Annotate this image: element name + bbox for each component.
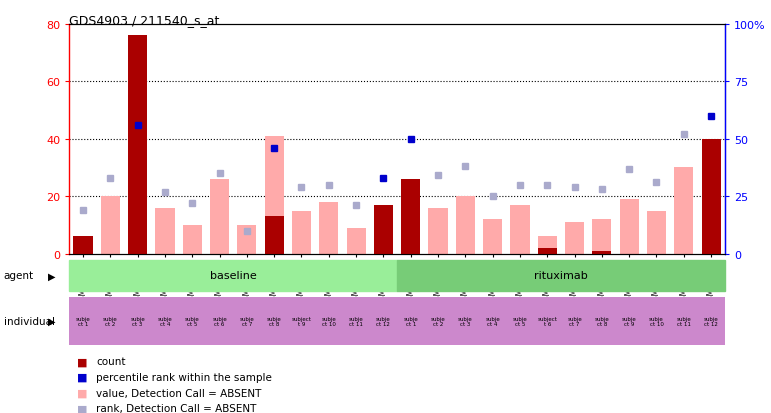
Text: count: count bbox=[96, 356, 126, 366]
Text: subje
ct 5: subje ct 5 bbox=[185, 316, 200, 326]
Bar bbox=[565, 223, 584, 254]
Bar bbox=[151, 297, 179, 345]
Text: ■: ■ bbox=[77, 388, 88, 398]
Bar bbox=[592, 220, 611, 254]
Text: ▶: ▶ bbox=[48, 316, 56, 326]
Text: subje
ct 4: subje ct 4 bbox=[157, 316, 173, 326]
Bar bbox=[698, 297, 725, 345]
Text: subje
ct 11: subje ct 11 bbox=[676, 316, 691, 326]
Text: subje
ct 9: subje ct 9 bbox=[621, 316, 637, 326]
Bar bbox=[537, 248, 557, 254]
Bar bbox=[401, 180, 420, 254]
Text: baseline: baseline bbox=[210, 271, 257, 281]
Bar bbox=[346, 228, 365, 254]
Bar bbox=[401, 220, 420, 254]
Bar bbox=[561, 297, 588, 345]
Bar bbox=[210, 180, 229, 254]
Text: subje
ct 2: subje ct 2 bbox=[103, 316, 118, 326]
Text: subje
ct 3: subje ct 3 bbox=[458, 316, 473, 326]
Text: ▶: ▶ bbox=[48, 271, 56, 281]
Bar bbox=[510, 205, 530, 254]
Bar bbox=[374, 205, 393, 254]
Bar bbox=[288, 297, 315, 345]
Bar bbox=[479, 297, 507, 345]
Text: subje
ct 12: subje ct 12 bbox=[376, 316, 391, 326]
Bar bbox=[615, 297, 643, 345]
Text: subje
ct 12: subje ct 12 bbox=[704, 316, 719, 326]
Text: subject
t 6: subject t 6 bbox=[537, 316, 557, 326]
Text: subje
ct 10: subje ct 10 bbox=[322, 316, 336, 326]
Text: subje
ct 1: subje ct 1 bbox=[76, 316, 90, 326]
Bar bbox=[264, 137, 284, 254]
Bar bbox=[183, 225, 202, 254]
Bar bbox=[206, 297, 233, 345]
Text: subje
ct 7: subje ct 7 bbox=[240, 316, 254, 326]
Bar bbox=[592, 251, 611, 254]
Bar bbox=[647, 211, 666, 254]
Bar bbox=[534, 297, 561, 345]
Text: ■: ■ bbox=[77, 404, 88, 413]
Bar bbox=[456, 197, 475, 254]
Bar bbox=[429, 208, 448, 254]
Bar bbox=[397, 297, 424, 345]
Text: ■: ■ bbox=[77, 372, 88, 382]
Bar bbox=[292, 211, 311, 254]
Text: subje
ct 6: subje ct 6 bbox=[212, 316, 227, 326]
Text: subje
ct 8: subje ct 8 bbox=[594, 316, 609, 326]
Bar bbox=[620, 199, 638, 254]
Bar bbox=[124, 297, 151, 345]
Bar bbox=[483, 220, 502, 254]
Bar bbox=[702, 140, 721, 254]
Bar bbox=[319, 202, 338, 254]
Bar bbox=[424, 297, 452, 345]
Bar bbox=[128, 36, 147, 254]
Text: subje
ct 11: subje ct 11 bbox=[348, 316, 363, 326]
Text: subje
ct 7: subje ct 7 bbox=[567, 316, 582, 326]
Text: subje
ct 2: subje ct 2 bbox=[431, 316, 446, 326]
Text: subje
ct 4: subje ct 4 bbox=[485, 316, 500, 326]
Text: individual: individual bbox=[4, 316, 55, 326]
Text: subje
ct 3: subje ct 3 bbox=[130, 316, 145, 326]
Text: percentile rank within the sample: percentile rank within the sample bbox=[96, 372, 272, 382]
Bar bbox=[374, 205, 393, 254]
Text: subje
ct 1: subje ct 1 bbox=[403, 316, 418, 326]
Bar bbox=[156, 208, 174, 254]
Text: subje
ct 5: subje ct 5 bbox=[513, 316, 527, 326]
Text: subje
ct 8: subje ct 8 bbox=[267, 316, 281, 326]
Bar bbox=[179, 297, 206, 345]
Bar bbox=[96, 297, 124, 345]
Text: value, Detection Call = ABSENT: value, Detection Call = ABSENT bbox=[96, 388, 261, 398]
Text: subject
t 9: subject t 9 bbox=[291, 316, 311, 326]
Text: rituximab: rituximab bbox=[534, 271, 588, 281]
Bar bbox=[507, 297, 534, 345]
Bar bbox=[69, 297, 96, 345]
Text: agent: agent bbox=[4, 271, 34, 281]
Bar bbox=[73, 237, 93, 254]
Text: GDS4903 / 211540_s_at: GDS4903 / 211540_s_at bbox=[69, 14, 220, 27]
Bar bbox=[537, 237, 557, 254]
Bar bbox=[237, 225, 257, 254]
Bar bbox=[101, 197, 120, 254]
Bar bbox=[261, 297, 288, 345]
Bar bbox=[643, 297, 670, 345]
Bar bbox=[452, 297, 479, 345]
Text: ■: ■ bbox=[77, 356, 88, 366]
Bar bbox=[342, 297, 370, 345]
Text: rank, Detection Call = ABSENT: rank, Detection Call = ABSENT bbox=[96, 404, 257, 413]
Bar bbox=[73, 237, 93, 254]
Bar bbox=[588, 297, 615, 345]
Bar bbox=[370, 297, 397, 345]
Bar bbox=[69, 260, 397, 291]
Bar bbox=[397, 260, 725, 291]
Text: subje
ct 10: subje ct 10 bbox=[649, 316, 664, 326]
Bar bbox=[674, 168, 693, 254]
Bar bbox=[315, 297, 342, 345]
Bar bbox=[264, 217, 284, 254]
Bar bbox=[233, 297, 261, 345]
Bar bbox=[670, 297, 698, 345]
